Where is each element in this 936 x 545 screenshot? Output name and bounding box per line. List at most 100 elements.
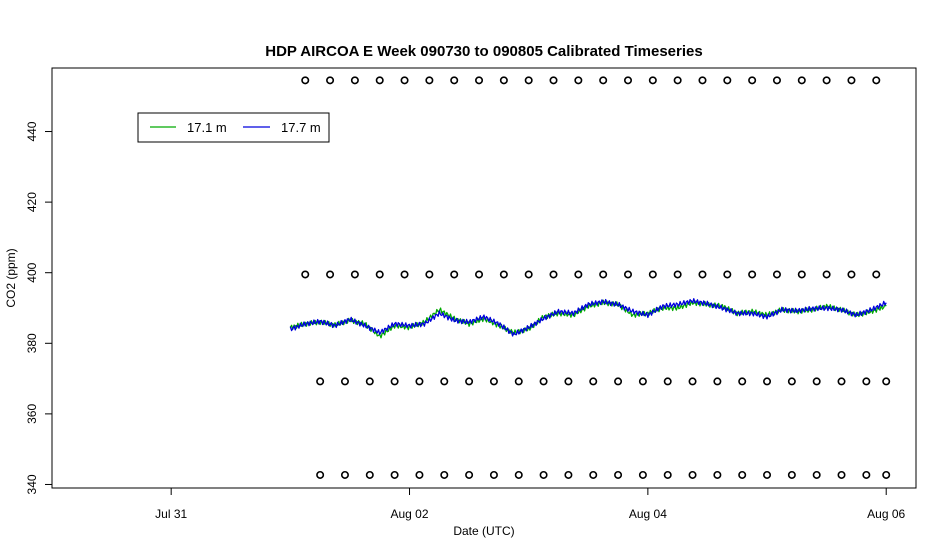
y-tick-label: 420: [25, 192, 39, 212]
marker-point: [748, 270, 757, 279]
marker-point: [738, 377, 747, 386]
marker-point: [614, 470, 623, 479]
marker-point: [415, 470, 424, 479]
marker-point: [564, 377, 573, 386]
marker-point: [400, 270, 409, 279]
marker-point: [648, 76, 657, 85]
marker-point: [301, 270, 310, 279]
marker-point: [614, 377, 623, 386]
marker-point: [599, 270, 608, 279]
y-tick-label: 380: [25, 333, 39, 353]
marker-point: [698, 76, 707, 85]
marker-point: [663, 470, 672, 479]
marker-point: [882, 377, 891, 386]
marker-point: [390, 470, 399, 479]
marker-point: [390, 377, 399, 386]
marker-point: [688, 377, 697, 386]
marker-point: [365, 470, 374, 479]
marker-point: [326, 270, 335, 279]
marker-point: [822, 76, 831, 85]
marker-point: [787, 377, 796, 386]
marker-point: [837, 377, 846, 386]
marker-point: [847, 270, 856, 279]
marker-point: [489, 470, 498, 479]
marker-point: [673, 76, 682, 85]
x-axis: Jul 31 Aug 02 Aug 04 Aug 06: [155, 488, 906, 521]
marker-point: [872, 76, 881, 85]
marker-point: [837, 470, 846, 479]
marker-point: [862, 377, 871, 386]
marker-point: [589, 470, 598, 479]
marker-point: [589, 377, 598, 386]
marker-point: [489, 377, 498, 386]
marker-point: [772, 270, 781, 279]
marker-point: [514, 470, 523, 479]
marker-point: [623, 270, 632, 279]
marker-point: [440, 470, 449, 479]
marker-point: [499, 76, 508, 85]
marker-point: [340, 377, 349, 386]
marker-point: [862, 470, 871, 479]
marker-point: [450, 270, 459, 279]
marker-point: [465, 377, 474, 386]
x-tick-label: Aug 02: [390, 507, 428, 521]
marker-point: [549, 270, 558, 279]
marker-point: [688, 470, 697, 479]
marker-point: [564, 470, 573, 479]
marker-point: [698, 270, 707, 279]
marker-point: [440, 377, 449, 386]
marker-point: [365, 377, 374, 386]
x-tick-label: Aug 06: [867, 507, 905, 521]
plot-frame: [51, 67, 917, 489]
marker-point: [475, 76, 484, 85]
marker-point: [514, 377, 523, 386]
marker-point: [539, 377, 548, 386]
marker-point: [350, 270, 359, 279]
marker-point: [787, 470, 796, 479]
marker-point: [340, 470, 349, 479]
marker-point: [812, 470, 821, 479]
marker-point: [350, 76, 359, 85]
chart-title: HDP AIRCOA E Week 090730 to 090805 Calib…: [265, 43, 702, 60]
marker-point: [673, 270, 682, 279]
marker-point: [326, 76, 335, 85]
marker-point: [797, 270, 806, 279]
marker-point: [450, 76, 459, 85]
marker-point: [882, 470, 891, 479]
marker-point: [797, 76, 806, 85]
marker-point: [763, 377, 772, 386]
marker-point: [375, 270, 384, 279]
legend-label-0: 17.1 m: [187, 120, 227, 135]
y-tick-label: 400: [25, 262, 39, 282]
marker-point: [524, 76, 533, 85]
legend-label-1: 17.7 m: [281, 120, 321, 135]
marker-point: [574, 270, 583, 279]
marker-point: [623, 76, 632, 85]
y-axis: 340 360 380 400 420 440: [25, 121, 52, 494]
marker-point: [763, 470, 772, 479]
marker-point: [524, 270, 533, 279]
x-tick-label: Jul 31: [155, 507, 187, 521]
marker-point: [638, 377, 647, 386]
marker-point: [812, 377, 821, 386]
series-lines: [289, 298, 887, 339]
y-tick-label: 440: [25, 121, 39, 141]
marker-point: [713, 377, 722, 386]
x-tick-label: Aug 04: [629, 507, 667, 521]
marker-point: [723, 270, 732, 279]
marker-point: [738, 470, 747, 479]
y-axis-label: CO2 (ppm): [4, 248, 18, 307]
marker-point: [400, 76, 409, 85]
marker-point: [415, 377, 424, 386]
marker-point: [375, 76, 384, 85]
marker-point: [425, 76, 434, 85]
marker-point: [847, 76, 856, 85]
x-axis-label: Date (UTC): [453, 524, 514, 538]
series-line-1: [289, 298, 887, 337]
marker-point: [638, 470, 647, 479]
marker-point: [316, 470, 325, 479]
marker-point: [549, 76, 558, 85]
marker-point: [723, 76, 732, 85]
marker-point: [822, 270, 831, 279]
marker-point: [648, 270, 657, 279]
